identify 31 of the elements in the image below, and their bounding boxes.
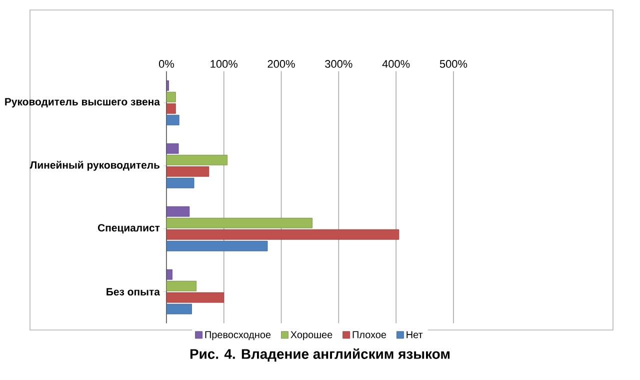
- x-tick-label: 100%: [210, 60, 238, 68]
- legend-label: Нет: [406, 331, 423, 338]
- bar: [166, 269, 172, 280]
- x-tick-label: 500%: [440, 60, 468, 68]
- bar: [166, 92, 176, 102]
- bar: [166, 240, 268, 252]
- x-tick-label: 0%: [158, 60, 174, 68]
- bar: [166, 292, 224, 303]
- bar: [166, 166, 210, 177]
- bar: [166, 218, 312, 228]
- bar: [166, 103, 176, 114]
- bar: [166, 178, 194, 188]
- bar: [166, 154, 228, 166]
- bar: [166, 229, 400, 240]
- y-tick-label: Линейный руководитель: [30, 160, 160, 171]
- legend-label: Превосходное: [205, 331, 271, 340]
- bar: [166, 143, 179, 154]
- legend-label: Плохое: [352, 331, 386, 338]
- y-tick-label: Без опыта: [106, 288, 160, 296]
- x-tick-label: 200%: [268, 60, 295, 68]
- bar: [166, 80, 169, 91]
- bar: [166, 280, 197, 292]
- text: Рис. 4. Владение английским языком: [190, 348, 450, 362]
- y-tick-label: Специалист: [98, 224, 160, 234]
- bar: [166, 206, 190, 217]
- x-tick-label: 300%: [325, 60, 352, 68]
- bar: [166, 304, 192, 314]
- legend-label: Хорошее: [290, 331, 332, 340]
- x-tick-label: 400%: [382, 60, 410, 68]
- bar: [166, 114, 180, 126]
- y-tick-label: Руководитель высшего звена: [5, 98, 160, 108]
